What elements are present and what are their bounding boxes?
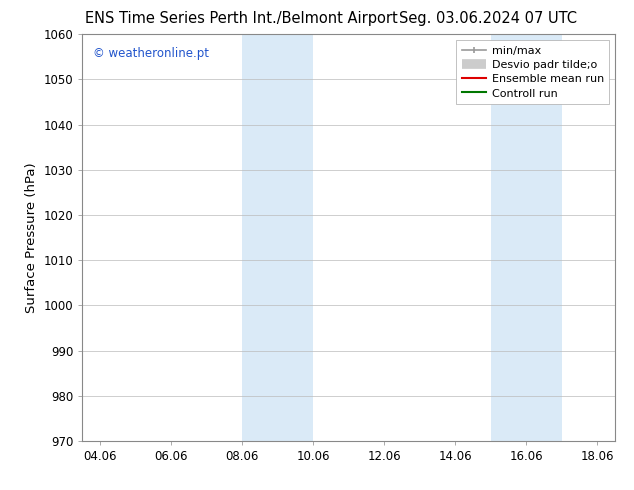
Bar [242,34,313,441]
Text: Seg. 03.06.2024 07 UTC: Seg. 03.06.2024 07 UTC [399,11,577,26]
Bar [491,34,562,441]
Text: ENS Time Series Perth Int./Belmont Airport: ENS Time Series Perth Int./Belmont Airpo… [84,11,398,26]
Text: © weatheronline.pt: © weatheronline.pt [93,47,209,59]
Legend: min/max, Desvio padr tilde;o, Ensemble mean run, Controll run: min/max, Desvio padr tilde;o, Ensemble m… [456,40,609,104]
Y-axis label: Surface Pressure (hPa): Surface Pressure (hPa) [25,162,38,313]
